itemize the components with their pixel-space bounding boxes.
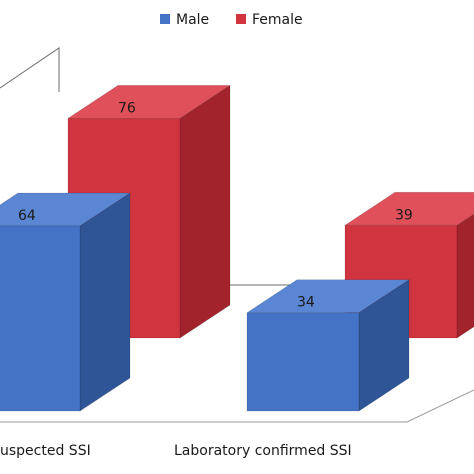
legend-label-female: Female	[252, 12, 303, 28]
category-labels: uspected SSI Laboratory confirmed SSI	[0, 443, 352, 459]
back-wall-outline	[0, 47, 60, 92]
legend-label-male: Male	[176, 12, 209, 28]
data-label-female-0: 76	[118, 100, 136, 116]
data-label-female-1: 39	[395, 207, 413, 223]
bar-male-1	[245, 278, 411, 412]
floor-front-edge	[0, 389, 474, 423]
legend-swatch-female	[236, 14, 246, 24]
bar-side-female-0	[179, 84, 231, 339]
category-label-suspected: uspected SSI	[0, 443, 91, 459]
bar-male-0	[0, 192, 132, 412]
legend-swatch-male	[160, 14, 170, 24]
category-label-laboratory: Laboratory confirmed SSI	[174, 443, 352, 459]
legend: Male Female	[160, 12, 303, 28]
bar-front-male-0	[0, 225, 81, 412]
data-labels: 76 39 64 34	[18, 100, 413, 310]
data-label-male-0: 64	[18, 208, 36, 224]
bar-side-male-0	[79, 192, 131, 412]
data-label-male-1: 34	[297, 295, 315, 311]
bar-front-male-1	[246, 312, 360, 412]
bars	[0, 84, 474, 412]
